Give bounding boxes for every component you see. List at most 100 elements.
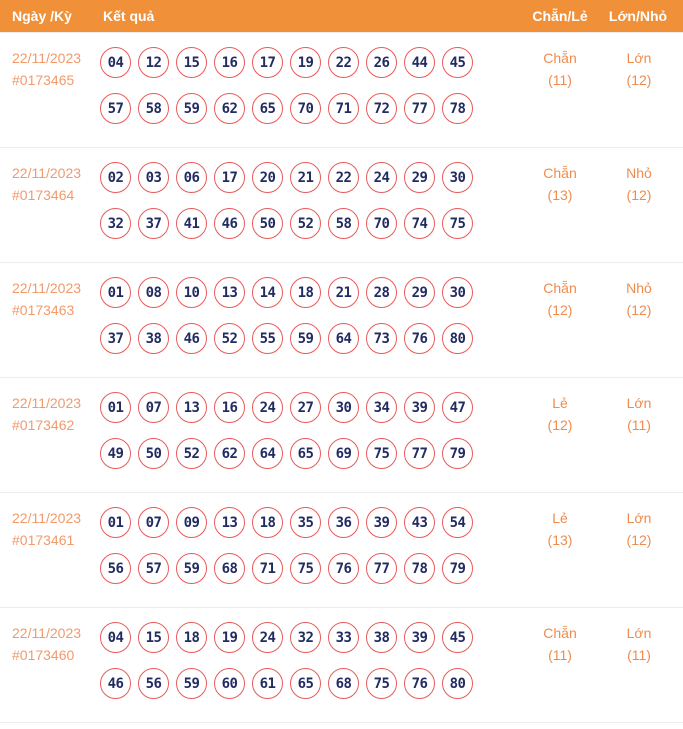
- lottery-number-ball: 36: [328, 507, 359, 538]
- lottery-number-ball: 77: [404, 438, 435, 469]
- lottery-number-ball: 59: [290, 323, 321, 354]
- lottery-number-ball: 52: [290, 208, 321, 239]
- numbers-line-1: 02 03 06 17 20 21 22 24 29 30: [100, 162, 473, 193]
- lottery-number-ball: 22: [328, 162, 359, 193]
- lottery-number-ball: 65: [252, 93, 283, 124]
- lottery-number-ball: 56: [138, 668, 169, 699]
- big-small-label: Lớn: [626, 625, 652, 641]
- lottery-number-ball: 49: [100, 438, 131, 469]
- big-small-count: (12): [626, 302, 652, 318]
- lottery-number-ball: 16: [214, 47, 245, 78]
- lottery-number-ball: 59: [176, 553, 207, 584]
- numbers-line-2: 57 58 59 62 65 70 71 72 77 78: [100, 93, 473, 124]
- lottery-number-ball: 08: [138, 277, 169, 308]
- even-odd-stat: Chẵn (11): [543, 47, 576, 91]
- big-small-stat: Lớn (11): [627, 622, 652, 666]
- lottery-number-ball: 17: [214, 162, 245, 193]
- lottery-number-ball: 78: [442, 93, 473, 124]
- column-header-date: Ngày /Kỳ: [12, 8, 72, 24]
- lottery-number-ball: 04: [100, 47, 131, 78]
- draw-date-cell: 22/11/2023 #0173460: [12, 622, 81, 666]
- lottery-number-ball: 52: [214, 323, 245, 354]
- draw-date-cell: 22/11/2023 #0173465: [12, 47, 81, 91]
- result-row: 22/11/2023 #0173462 01 07 13 16 24 27 30 34 39 47…: [0, 378, 683, 493]
- result-row: 22/11/2023 #0173463 01 08 10 13 14 18 21 28 29 30…: [0, 263, 683, 378]
- lottery-number-ball: 19: [290, 47, 321, 78]
- lottery-number-ball: 19: [214, 622, 245, 653]
- lottery-number-ball: 59: [176, 93, 207, 124]
- even-odd-stat: Chẵn (13): [543, 162, 576, 206]
- lottery-number-ball: 15: [138, 622, 169, 653]
- even-odd-count: (13): [547, 532, 573, 548]
- lottery-number-ball: 09: [176, 507, 207, 538]
- even-odd-label: Lẻ: [552, 395, 568, 411]
- big-small-count: (12): [626, 187, 652, 203]
- draw-date: 22/11/2023: [12, 395, 82, 411]
- even-odd-count: (12): [547, 302, 573, 318]
- even-odd-stat: Lẻ (12): [548, 392, 573, 436]
- draw-date-cell: 22/11/2023 #0173463: [12, 277, 81, 321]
- big-small-stat: Lớn (11): [627, 392, 652, 436]
- lottery-number-ball: 71: [252, 553, 283, 584]
- big-small-stat: Lớn (12): [627, 507, 652, 551]
- lottery-number-ball: 77: [404, 93, 435, 124]
- numbers-line-2: 56 57 59 68 71 75 76 77 78 79: [100, 553, 473, 584]
- lottery-number-ball: 35: [290, 507, 321, 538]
- big-small-label: Nhỏ: [626, 165, 652, 181]
- draw-id: #0173465: [12, 72, 75, 88]
- lottery-number-ball: 70: [290, 93, 321, 124]
- lottery-number-ball: 79: [442, 553, 473, 584]
- lottery-number-ball: 61: [252, 668, 283, 699]
- lottery-number-ball: 58: [138, 93, 169, 124]
- result-row: 22/11/2023 #0173465 04 12 15 16 17 19 22 26 44 45…: [0, 33, 683, 148]
- lottery-number-ball: 75: [442, 208, 473, 239]
- lottery-number-ball: 22: [328, 47, 359, 78]
- lottery-number-ball: 17: [252, 47, 283, 78]
- draw-date: 22/11/2023: [12, 280, 82, 296]
- lottery-number-ball: 75: [366, 668, 397, 699]
- lottery-number-ball: 18: [252, 507, 283, 538]
- lottery-number-ball: 01: [100, 392, 131, 423]
- numbers-line-1: 04 12 15 16 17 19 22 26 44 45: [100, 47, 473, 78]
- lottery-number-ball: 47: [442, 392, 473, 423]
- lottery-number-ball: 45: [442, 622, 473, 653]
- big-small-label: Nhỏ: [626, 280, 652, 296]
- lottery-number-ball: 13: [214, 507, 245, 538]
- lottery-number-ball: 38: [366, 622, 397, 653]
- even-odd-count: (12): [547, 417, 573, 433]
- lottery-number-ball: 68: [328, 668, 359, 699]
- lottery-number-ball: 73: [366, 323, 397, 354]
- lottery-number-ball: 65: [290, 668, 321, 699]
- draw-id: #0173462: [12, 417, 75, 433]
- lottery-number-ball: 03: [138, 162, 169, 193]
- lottery-number-ball: 59: [176, 668, 207, 699]
- even-odd-count: (11): [548, 72, 572, 88]
- lottery-number-ball: 34: [366, 392, 397, 423]
- even-odd-label: Chẵn: [543, 280, 577, 296]
- lottery-number-ball: 24: [252, 392, 283, 423]
- lottery-number-ball: 74: [404, 208, 435, 239]
- lottery-number-ball: 38: [138, 323, 169, 354]
- lottery-number-ball: 37: [100, 323, 131, 354]
- lottery-number-ball: 57: [100, 93, 131, 124]
- lottery-number-ball: 39: [404, 622, 435, 653]
- numbers-line-2: 37 38 46 52 55 59 64 73 76 80: [100, 323, 473, 354]
- lottery-number-ball: 32: [100, 208, 131, 239]
- lottery-number-ball: 43: [404, 507, 435, 538]
- lottery-number-ball: 58: [328, 208, 359, 239]
- lottery-number-ball: 46: [214, 208, 245, 239]
- draw-date-cell: 22/11/2023 #0173461: [12, 507, 81, 551]
- numbers-line-2: 46 56 59 60 61 65 68 75 76 80: [100, 668, 473, 699]
- column-header-result: Kết quả: [103, 8, 155, 24]
- lottery-number-ball: 33: [328, 622, 359, 653]
- big-small-label: Lớn: [626, 395, 652, 411]
- even-odd-stat: Lẻ (13): [548, 507, 573, 551]
- numbers-line-2: 49 50 52 62 64 65 69 75 77 79: [100, 438, 473, 469]
- lottery-number-ball: 60: [214, 668, 245, 699]
- lottery-number-ball: 21: [328, 277, 359, 308]
- lottery-number-ball: 24: [366, 162, 397, 193]
- big-small-count: (11): [627, 417, 651, 433]
- lottery-number-ball: 70: [366, 208, 397, 239]
- lottery-number-ball: 13: [176, 392, 207, 423]
